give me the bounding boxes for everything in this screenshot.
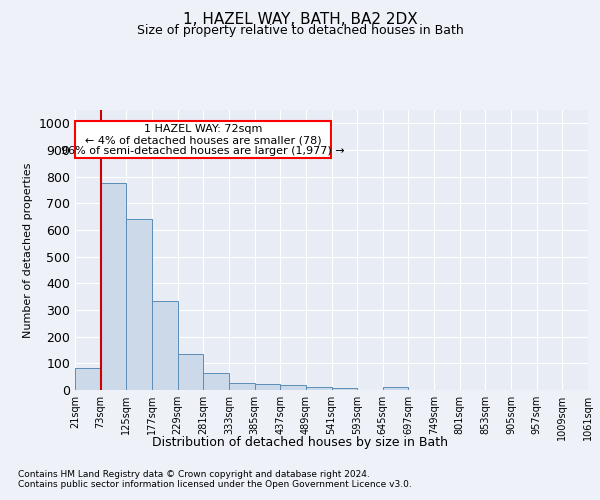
Text: 1, HAZEL WAY, BATH, BA2 2DX: 1, HAZEL WAY, BATH, BA2 2DX [182,12,418,28]
Text: Contains public sector information licensed under the Open Government Licence v3: Contains public sector information licen… [18,480,412,489]
Bar [280,385,306,390]
Text: 1 HAZEL WAY: 72sqm: 1 HAZEL WAY: 72sqm [144,124,262,134]
Text: Size of property relative to detached houses in Bath: Size of property relative to detached ho… [137,24,463,37]
Bar [331,388,357,390]
Bar [229,383,254,390]
Text: 96% of semi-detached houses are larger (1,977) →: 96% of semi-detached houses are larger (… [61,146,345,156]
Bar [178,354,203,390]
Bar [127,218,152,390]
Text: ← 4% of detached houses are smaller (78): ← 4% of detached houses are smaller (78) [85,135,322,145]
Bar [152,300,178,390]
Bar [101,184,127,390]
Bar [75,368,101,390]
Bar [306,388,331,390]
Text: Distribution of detached houses by size in Bath: Distribution of detached houses by size … [152,436,448,449]
Bar [254,384,280,390]
Y-axis label: Number of detached properties: Number of detached properties [23,162,33,338]
Text: Contains HM Land Registry data © Crown copyright and database right 2024.: Contains HM Land Registry data © Crown c… [18,470,370,479]
Bar [203,374,229,390]
Bar [383,388,409,390]
